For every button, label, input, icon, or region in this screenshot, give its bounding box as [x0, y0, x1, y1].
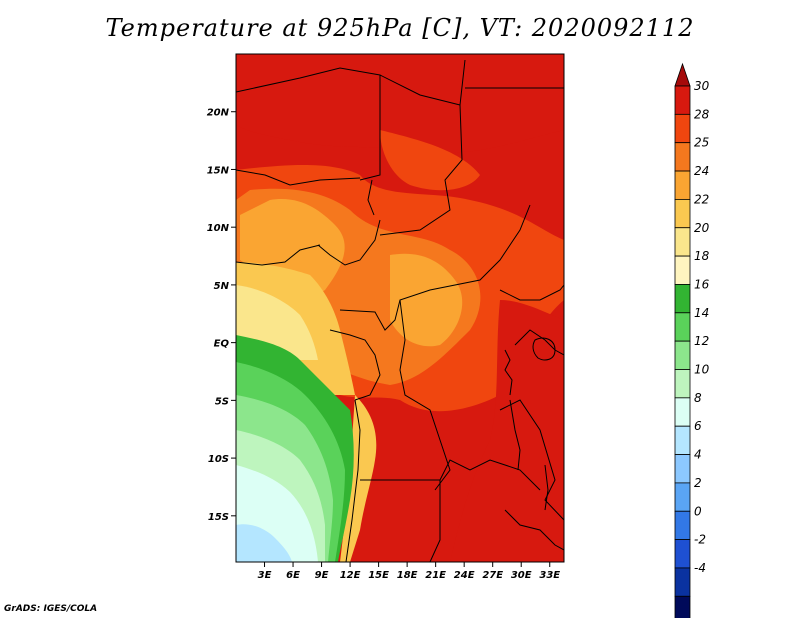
lat-tick-label: 20N [207, 108, 230, 119]
field-angola-strip [340, 395, 377, 562]
map-frame [235, 53, 565, 563]
border-angola-coast [345, 399, 361, 562]
colorbar-swatch [674, 425, 691, 455]
colorbar-swatch [674, 510, 691, 541]
border-congo [329, 329, 381, 401]
colorbar-swatch [674, 142, 691, 172]
border-zambia-namibia [429, 480, 441, 562]
colorbar-label: 22 [694, 192, 709, 206]
colorbar-label: 28 [694, 107, 710, 121]
border-tanzania [499, 399, 564, 521]
lon-tick-label: 15E [368, 570, 389, 581]
colorbar-swatch [674, 482, 691, 512]
colorbar-swatch [674, 340, 691, 370]
colorbar-label: 4 [694, 448, 702, 462]
lon-tick-label: 9E [315, 570, 329, 581]
border-sahel [236, 169, 361, 186]
colorbar-label: -4 [694, 561, 706, 575]
field-chad-orange [380, 130, 480, 191]
colorbar-label: 30 [694, 79, 710, 93]
border-gulf-coast [236, 244, 321, 266]
colorbar-label: 2 [694, 476, 702, 490]
lake-victoria [532, 337, 556, 361]
lon-tick-label: 3E [258, 570, 272, 581]
lake-chad [367, 179, 375, 216]
country-borders [236, 59, 564, 562]
field-north-red [236, 54, 564, 153]
colorbar-swatch [674, 170, 691, 200]
lat-tick-label: 5S [215, 396, 229, 407]
temperature-field [236, 54, 564, 562]
border-car [339, 204, 531, 331]
colorbar-swatch [674, 198, 691, 229]
border-uganda-kenya [514, 329, 564, 356]
border-chad-sudan [379, 104, 463, 236]
lon-tick-label: 24E [454, 570, 475, 581]
colorbar-label: -2 [694, 533, 706, 547]
border-niger-chad [359, 75, 381, 181]
colorbar-swatch [674, 454, 691, 484]
lon-tick-label: 18E [397, 570, 418, 581]
lon-tick-label: 6E [286, 570, 300, 581]
colorbar-label: 10 [694, 363, 710, 377]
lat-tick-label: 15N [207, 165, 230, 176]
lat-tick-label: 15S [208, 512, 229, 523]
colorbar-swatch [674, 312, 691, 342]
lat-tick-label: 10S [208, 454, 229, 465]
lat-tick-label: 5N [214, 281, 230, 292]
colorbar-label: 0 [694, 504, 702, 518]
lon-tick-label: 30E [511, 570, 532, 581]
field-amber-central [390, 253, 463, 347]
field-light-blue [236, 524, 292, 562]
colorbar-swatch [674, 284, 691, 314]
colorbar-swatch [674, 567, 691, 597]
lake-malawi [544, 464, 549, 511]
colorbar-label: 18 [694, 249, 710, 263]
lon-tick-label: 21E [425, 570, 446, 581]
colorbar-swatch [674, 113, 691, 144]
field-east-red [450, 300, 564, 562]
lat-tick-label: 10N [207, 223, 230, 234]
border-nigeria-cameroon [317, 219, 381, 266]
lat-tick-label: EQ [214, 339, 230, 350]
colorbar-swatch [674, 85, 691, 115]
colorbar-label: 16 [694, 277, 710, 291]
colorbar-top-arrow [674, 62, 691, 87]
colorbar-swatch [674, 255, 691, 285]
colorbar-label: 12 [694, 334, 709, 348]
longitude-axis: 3E 6E 9E 12E 15E 18E 21E 24E 27E 30E 33E [258, 562, 560, 581]
lon-tick-label: 27E [482, 570, 503, 581]
grads-credit: GrADS: IGES/COLA [4, 604, 98, 614]
border-mozambique [504, 509, 564, 551]
colorbar-swatch [674, 539, 691, 569]
colorbar-label: 25 [694, 136, 709, 150]
colorbar-swatch [674, 227, 691, 257]
colorbar-label: 14 [694, 306, 709, 320]
latitude-axis: 20N 15N 10N 5N EQ 5S 10S 15S [207, 108, 236, 523]
colorbar-swatch [674, 397, 691, 427]
lake-tanganyika [509, 399, 521, 471]
colorbar-label: 8 [694, 391, 702, 405]
colorbar-label: 6 [694, 419, 702, 433]
lake-albert [504, 349, 513, 396]
lon-tick-label: 33E [539, 570, 560, 581]
colorbar-swatch [674, 595, 691, 618]
colorbar-label: 20 [694, 221, 710, 235]
colorbar-label: 24 [694, 164, 709, 178]
chart-title: Temperature at 925hPa [C], VT: 202009211… [105, 14, 695, 42]
colorbar-swatch [674, 369, 691, 399]
lon-tick-label: 12E [340, 570, 361, 581]
border-south-sudan [499, 284, 564, 301]
border-drc-angola [399, 299, 451, 491]
